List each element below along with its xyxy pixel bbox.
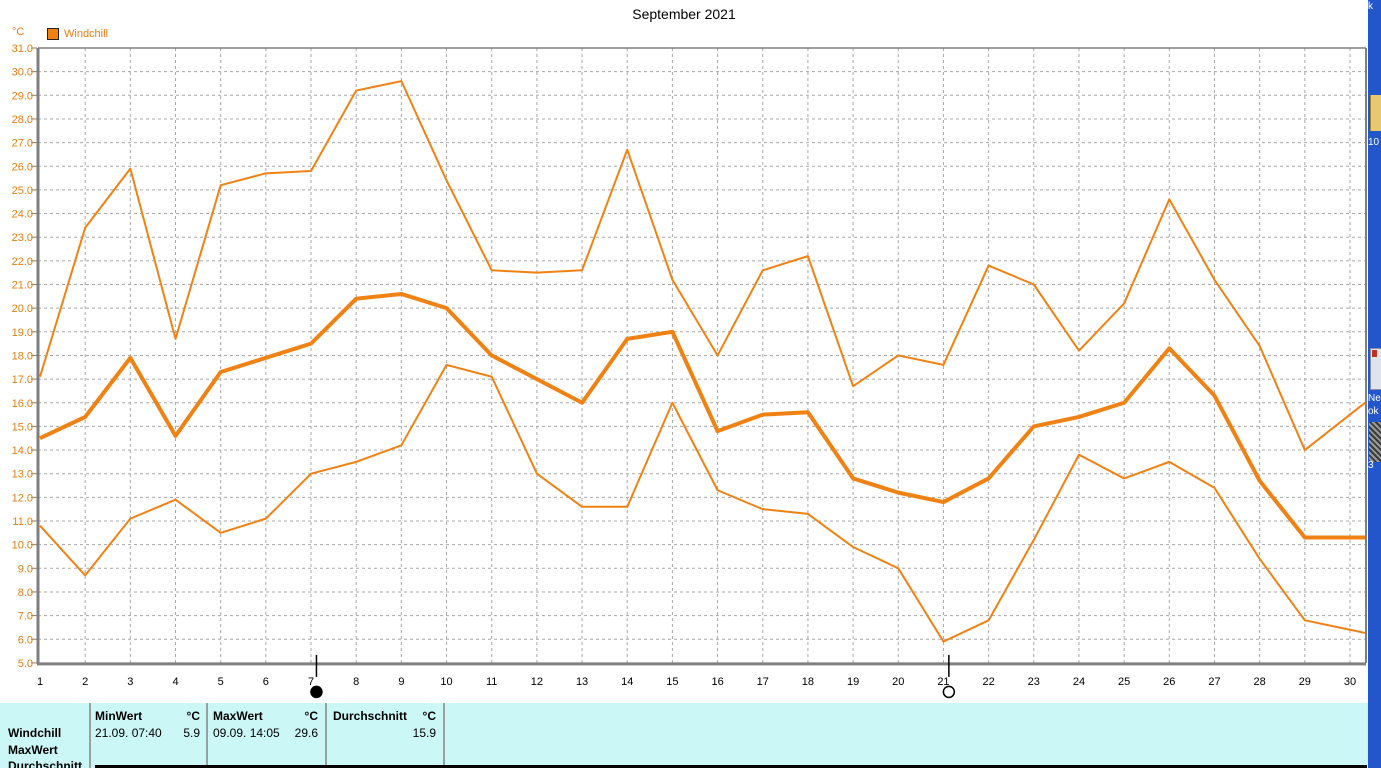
x-axis-label: 2 xyxy=(82,676,88,688)
y-axis-label: 10.0 xyxy=(12,540,33,552)
picture-icon[interactable] xyxy=(1369,422,1381,462)
window-edge-bar xyxy=(95,765,1367,768)
y-axis-unit-label: °C xyxy=(12,26,25,38)
x-axis-label: 10 xyxy=(440,676,452,688)
x-axis-label: 28 xyxy=(1254,676,1266,688)
x-axis-label: 11 xyxy=(486,676,497,688)
y-axis-label: 27.0 xyxy=(12,138,33,150)
y-axis-label: 5.0 xyxy=(18,658,33,670)
document-icon[interactable] xyxy=(1370,348,1381,390)
x-axis-label: 22 xyxy=(982,676,994,688)
full-moon-icon xyxy=(942,685,956,699)
folder-icon-label: 10 xyxy=(1368,137,1380,148)
x-axis-label: 17 xyxy=(757,676,769,688)
y-axis-label: 8.0 xyxy=(18,587,33,599)
y-axis-label: 9.0 xyxy=(18,563,33,575)
y-axis-label: 13.0 xyxy=(12,469,33,481)
minwert-datetime: 21.09. 07:40 xyxy=(95,726,162,740)
windchill-daily-mean-line xyxy=(39,291,1365,540)
x-axis-label: 1 xyxy=(37,676,43,688)
x-axis-label: 30 xyxy=(1344,676,1356,688)
document-icon-label-line1: Ne xyxy=(1368,393,1381,404)
y-axis-label: 6.0 xyxy=(18,634,33,646)
windchill-legend-label: Windchill xyxy=(64,28,109,40)
x-axis-label: 27 xyxy=(1208,676,1220,688)
y-axis-label: 26.0 xyxy=(12,161,33,173)
y-axis-label: 28.0 xyxy=(12,114,33,126)
durchschnitt-header: Durchschnitt xyxy=(333,709,408,723)
windchill-line-chart: 31.030.029.028.027.026.025.024.023.022.0… xyxy=(12,43,1367,699)
y-axis-label: 21.0 xyxy=(12,280,33,292)
y-axis-label: 20.0 xyxy=(12,303,33,315)
x-axis-label: 18 xyxy=(802,676,814,688)
row-label-maxwert: MaxWert xyxy=(8,743,58,757)
document-icon-accent xyxy=(1372,350,1377,357)
x-axis-label: 21 xyxy=(937,676,949,688)
x-axis-label: 8 xyxy=(353,676,359,688)
x-axis-label: 19 xyxy=(847,676,859,688)
maxwert-header: MaxWert xyxy=(213,709,263,723)
y-axis-label: 11.0 xyxy=(12,516,33,528)
summary-table: Windchill MaxWert Durchschnitt MinWert °… xyxy=(0,703,1368,768)
y-axis-label: 24.0 xyxy=(12,209,33,221)
document-icon-label-line2: ok xyxy=(1368,406,1379,417)
x-axis-label: 29 xyxy=(1299,676,1311,688)
x-axis-label: 13 xyxy=(576,676,588,688)
table-divider xyxy=(325,703,327,768)
windchill-legend-swatch-icon xyxy=(47,28,59,40)
desktop-edge-strip: k 10 Ne ok 3 xyxy=(1368,0,1381,768)
row-label-windchill: Windchill xyxy=(8,726,62,740)
y-axis-label: 30.0 xyxy=(12,67,33,79)
windchill-daily-max-line xyxy=(39,80,1366,452)
y-axis-label: 14.0 xyxy=(12,445,33,457)
x-axis-label: 7 xyxy=(308,676,314,688)
maxwert-datetime: 09.09. 14:05 xyxy=(213,726,280,740)
table-divider xyxy=(443,703,445,768)
y-axis-label: 25.0 xyxy=(12,185,33,197)
x-axis-label: 6 xyxy=(263,676,269,688)
y-axis-label: 12.0 xyxy=(12,492,33,504)
legend: Windchill xyxy=(47,28,108,40)
x-axis-label: 26 xyxy=(1163,676,1175,688)
y-axis-label: 18.0 xyxy=(12,350,33,362)
y-axis-label: 15.0 xyxy=(12,421,33,433)
durchschnitt-value: 15.9 xyxy=(412,726,436,740)
y-axis-label: 23.0 xyxy=(12,232,33,244)
minwert-value: 5.9 xyxy=(183,726,200,740)
x-axis-label: 20 xyxy=(892,676,904,688)
y-axis-label: 29.0 xyxy=(12,90,33,102)
minwert-header: MinWert xyxy=(95,709,143,723)
row-label-durchschnitt: Durchschnitt xyxy=(8,759,83,768)
minwert-unit: °C xyxy=(186,709,200,723)
table-divider xyxy=(89,703,91,768)
y-axis-label: 31.0 xyxy=(12,43,33,55)
x-axis-label: 5 xyxy=(218,676,224,688)
picture-icon-label: 3 xyxy=(1368,460,1374,471)
maxwert-value: 29.6 xyxy=(294,726,318,740)
x-axis-label: 9 xyxy=(398,676,404,688)
x-axis-label: 14 xyxy=(621,676,633,688)
y-axis-label: 19.0 xyxy=(12,327,33,339)
x-axis-label: 24 xyxy=(1073,676,1085,688)
folder-icon[interactable] xyxy=(1370,95,1381,131)
new-moon-icon xyxy=(310,685,323,699)
x-axis-label: 12 xyxy=(531,676,543,688)
y-axis-label: 22.0 xyxy=(12,256,33,268)
x-axis-label: 3 xyxy=(127,676,133,688)
windchill-daily-min-line xyxy=(39,363,1366,643)
desktop-icon-label: k xyxy=(1368,1,1373,12)
x-axis-label: 16 xyxy=(711,676,723,688)
durchschnitt-unit: °C xyxy=(422,709,436,723)
chart-title: September 2021 xyxy=(632,6,736,22)
y-axis-label: 16.0 xyxy=(12,398,33,410)
y-axis-label: 7.0 xyxy=(18,611,33,623)
x-axis-label: 4 xyxy=(172,676,178,688)
y-axis-label: 17.0 xyxy=(12,374,33,386)
x-axis-label: 25 xyxy=(1118,676,1130,688)
table-divider xyxy=(206,703,208,768)
x-axis-label: 15 xyxy=(666,676,678,688)
x-axis-label: 23 xyxy=(1028,676,1040,688)
maxwert-unit: °C xyxy=(304,709,318,723)
